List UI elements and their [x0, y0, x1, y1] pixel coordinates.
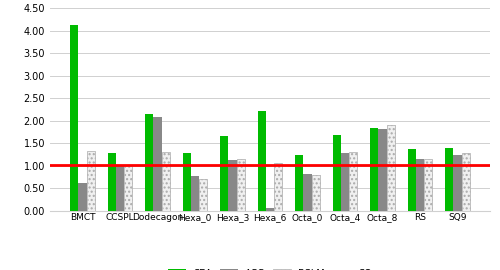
- Bar: [445, 148, 454, 211]
- Bar: [274, 163, 282, 211]
- Legend: SEA, ACC, BSLM, SQ: SEA, ACC, BSLM, SQ: [164, 265, 376, 270]
- Bar: [70, 25, 78, 211]
- Bar: [424, 159, 432, 211]
- Bar: [162, 152, 170, 211]
- Bar: [378, 129, 386, 211]
- Bar: [236, 159, 245, 211]
- Bar: [266, 208, 274, 211]
- Bar: [124, 166, 132, 211]
- Bar: [116, 166, 124, 211]
- Bar: [220, 136, 228, 211]
- Bar: [191, 176, 199, 211]
- Bar: [145, 114, 154, 211]
- Bar: [332, 135, 341, 211]
- Bar: [86, 151, 95, 211]
- Bar: [304, 174, 312, 211]
- Bar: [462, 153, 470, 211]
- Bar: [349, 152, 358, 211]
- Bar: [408, 149, 416, 211]
- Bar: [258, 111, 266, 211]
- Bar: [312, 175, 320, 211]
- Bar: [295, 155, 304, 211]
- Bar: [386, 125, 395, 211]
- Bar: [199, 179, 207, 211]
- Bar: [416, 159, 424, 211]
- Bar: [108, 153, 116, 211]
- Bar: [454, 155, 462, 211]
- Bar: [370, 128, 378, 211]
- Bar: [228, 160, 236, 211]
- Bar: [154, 117, 162, 211]
- Bar: [78, 183, 86, 211]
- Bar: [341, 153, 349, 211]
- Bar: [182, 153, 191, 211]
